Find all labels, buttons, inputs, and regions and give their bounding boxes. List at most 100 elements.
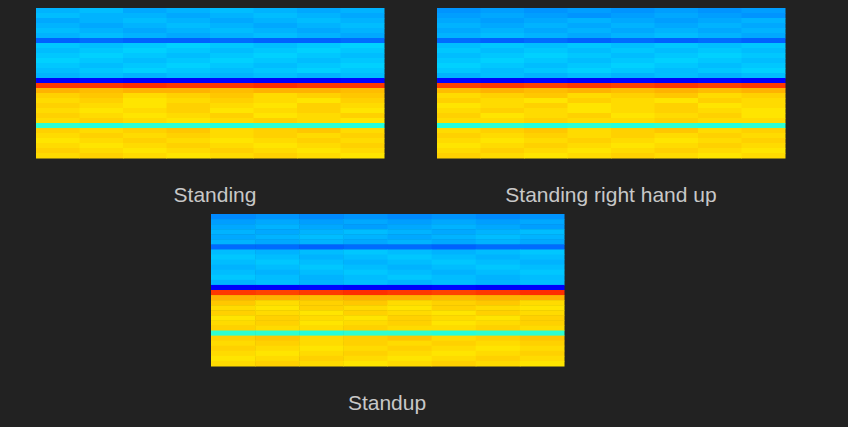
heatmap-cell [476,255,521,261]
heatmap-cell [742,18,786,24]
heatmap-cell [36,43,80,49]
heatmap-cell [481,138,525,144]
heatmap-cell [255,219,300,225]
heatmap-cell [299,346,344,352]
heatmap-cell [167,83,211,89]
heatmap-cell [481,48,525,54]
heatmap-cell [254,58,298,64]
heatmap-cell [167,133,211,139]
heatmap-cell [698,133,742,139]
heatmap-cell [388,300,433,306]
heatmap-cell [254,18,298,24]
heatmap-cell [123,38,167,44]
heatmap-cell [437,148,481,154]
heatmap-cell [36,108,80,114]
heatmap-cell [343,249,388,255]
heatmap-cell [568,28,612,34]
heatmap-cell [297,8,341,14]
heatmap-cell [80,138,124,144]
heatmap-cell [432,260,477,266]
heatmap-cell [36,83,80,89]
heatmap-cell [481,93,525,99]
heatmap-cell [742,98,786,104]
heatmap-cell [432,310,477,316]
heatmap-cell [437,118,481,124]
heatmap-cell [655,113,699,119]
heatmap-cell [36,38,80,44]
heatmap-cell [123,108,167,114]
heatmap-cell [432,280,477,286]
heatmap-cell [297,118,341,124]
heatmap-cell [520,336,565,342]
heatmap-cell [80,148,124,154]
heatmap-cell [568,103,612,109]
heatmap-cell [520,255,565,261]
heatmap-cell [123,43,167,49]
heatmap-cell [476,331,521,337]
heatmap-cell [611,153,655,159]
heatmap-cell [698,143,742,149]
heatmap-cell [210,8,254,14]
heatmap-cell [655,133,699,139]
heatmap-cell [524,108,568,114]
heatmap-cell [568,128,612,134]
heatmap-cell [520,239,565,245]
heatmap-cell [210,53,254,59]
heatmap-cell [520,270,565,276]
heatmap-cell [481,33,525,39]
heatmap-cell [167,108,211,114]
heatmap-cell [742,113,786,119]
heatmap-cell [742,133,786,139]
heatmap-cell [254,98,298,104]
heatmap-cell [568,18,612,24]
heatmap-cell [341,43,385,49]
heatmap-cell [341,68,385,74]
heatmap-cell [388,214,433,220]
heatmap-cell [524,143,568,149]
heatmap-cell [437,138,481,144]
heatmap-cell [437,88,481,94]
heatmap-cell [476,290,521,296]
heatmap-cell [388,219,433,225]
heatmap-cell [388,331,433,337]
heatmap-cell [568,98,612,104]
heatmap-cell [481,83,525,89]
heatmap [437,8,786,159]
heatmap-cell [432,249,477,255]
heatmap-cell [476,280,521,286]
heatmap-cell [655,68,699,74]
heatmap-cell [568,133,612,139]
heatmap-cell [742,33,786,39]
heatmap-cell [123,128,167,134]
heatmap-cell [520,229,565,235]
heatmap-cell [211,280,256,286]
heatmap-cell [80,28,124,34]
heatmap-cell [481,18,525,24]
heatmap-cell [742,123,786,129]
heatmap-cell [698,138,742,144]
heatmap-cell [568,88,612,94]
heatmap-cell [655,18,699,24]
heatmap-cell [388,229,433,235]
heatmap-cell [255,244,300,250]
heatmap-cell [524,128,568,134]
heatmap-cell [742,83,786,89]
heatmap-cell [341,23,385,29]
heatmap-cell [437,128,481,134]
heatmap-cell [611,93,655,99]
heatmap-cell [211,290,256,296]
heatmap [36,8,385,159]
heatmap-cell [36,63,80,69]
heatmap-cell [254,13,298,19]
heatmap-cell [655,28,699,34]
heatmap-cell [742,28,786,34]
heatmap-cell [297,18,341,24]
heatmap-cell [611,38,655,44]
heatmap-cell [341,83,385,89]
heatmap-cell [80,63,124,69]
heatmap-cell [520,315,565,321]
heatmap-cell [167,18,211,24]
heatmap-cell [36,13,80,19]
heatmap-cell [432,285,477,291]
heatmap-cell [299,310,344,316]
